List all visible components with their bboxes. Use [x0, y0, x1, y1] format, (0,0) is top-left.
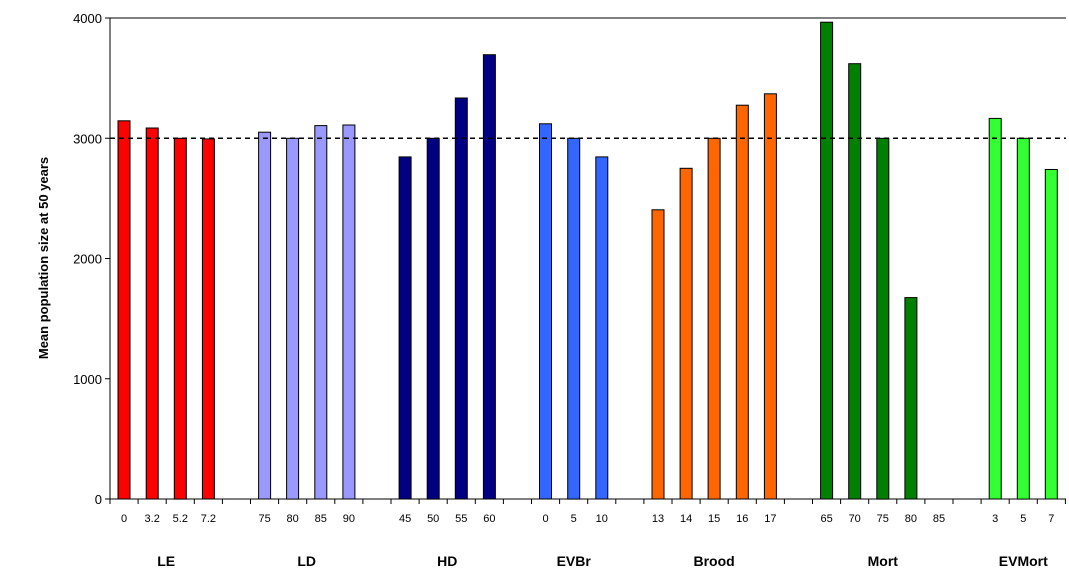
- bar-ld-85: [314, 125, 328, 500]
- y-tick-label: 1000: [73, 372, 102, 387]
- bar-le-5_2: [173, 137, 187, 500]
- bar-evmort-3: [988, 117, 1002, 500]
- bar-brood-13: [651, 209, 665, 500]
- y-tick-label: 3000: [73, 131, 102, 146]
- bars: [110, 21, 1066, 500]
- bar-le-0: [117, 120, 131, 500]
- x-tick-label: 75: [877, 513, 889, 525]
- x-tick-label: 3: [992, 513, 998, 525]
- x-tick-label: 14: [680, 513, 692, 525]
- bar-ld-75: [258, 131, 272, 500]
- x-tick-label: 55: [455, 513, 467, 525]
- x-tick-label: 75: [258, 513, 270, 525]
- bar-brood-14: [679, 167, 693, 500]
- x-tick-label: 15: [708, 513, 720, 525]
- x-tick-label: 7: [1048, 513, 1054, 525]
- axes: [105, 17, 1066, 504]
- bar-brood-17: [763, 93, 777, 500]
- x-tick-label: 17: [764, 513, 776, 525]
- bar-le-7_2: [201, 138, 215, 500]
- bar-evmort-5: [1016, 137, 1030, 500]
- bar-evbr-5: [567, 137, 581, 500]
- x-tick-label: 5: [571, 513, 577, 525]
- x-tick-label: 10: [596, 513, 608, 525]
- bar-hd-55: [454, 97, 468, 500]
- y-tick-label: 2000: [73, 252, 102, 267]
- group-label-mort: Mort: [868, 553, 899, 569]
- x-tick-label: 60: [483, 513, 495, 525]
- bar-le-3_2: [145, 127, 159, 500]
- bar-evmort-7: [1044, 169, 1058, 500]
- bar-hd-60: [482, 54, 496, 500]
- bar-evbr-10: [595, 156, 609, 500]
- bar-mort-80: [904, 297, 918, 500]
- x-tick-label: 65: [820, 513, 832, 525]
- bar-brood-15: [707, 137, 721, 500]
- bar-hd-50: [426, 137, 440, 500]
- x-tick-label: 5.2: [173, 513, 188, 525]
- y-tick-label: 0: [95, 492, 102, 507]
- x-tick-label: 85: [933, 513, 945, 525]
- x-tick-label: 80: [905, 513, 917, 525]
- bar-evbr-0: [539, 123, 552, 500]
- x-tick-label: 50: [427, 513, 439, 525]
- group-label-evmort: EVMort: [999, 553, 1048, 569]
- x-tick-label: 5: [1020, 513, 1026, 525]
- bar-mort-75: [876, 137, 890, 500]
- x-tick-label: 70: [849, 513, 861, 525]
- bar-hd-45: [398, 156, 412, 500]
- bar-brood-16: [735, 104, 749, 500]
- x-tick-label: 0: [542, 513, 548, 525]
- x-tick-label: 7.2: [201, 513, 216, 525]
- y-tick-label: 4000: [73, 11, 102, 26]
- x-tick-label: 13: [652, 513, 664, 525]
- x-tick-label: 16: [736, 513, 748, 525]
- bar-ld-80: [286, 137, 300, 500]
- bar-mort-65: [820, 21, 834, 500]
- group-label-ld: LD: [297, 553, 316, 569]
- group-label-evbr: EVBr: [557, 553, 592, 569]
- group-label-hd: HD: [437, 553, 457, 569]
- group-label-brood: Brood: [693, 553, 734, 569]
- bar-ld-90: [342, 124, 356, 500]
- x-tick-label: 85: [315, 513, 327, 525]
- bar-mort-70: [848, 63, 862, 500]
- group-label-le: LE: [157, 553, 175, 569]
- x-tick-label: 90: [343, 513, 355, 525]
- x-tick-label: 0: [121, 513, 127, 525]
- x-tick-label: 45: [399, 513, 411, 525]
- y-axis-title: Mean population size at 50 years: [36, 157, 51, 359]
- x-tick-label: 80: [286, 513, 298, 525]
- x-tick-label: 3.2: [145, 513, 160, 525]
